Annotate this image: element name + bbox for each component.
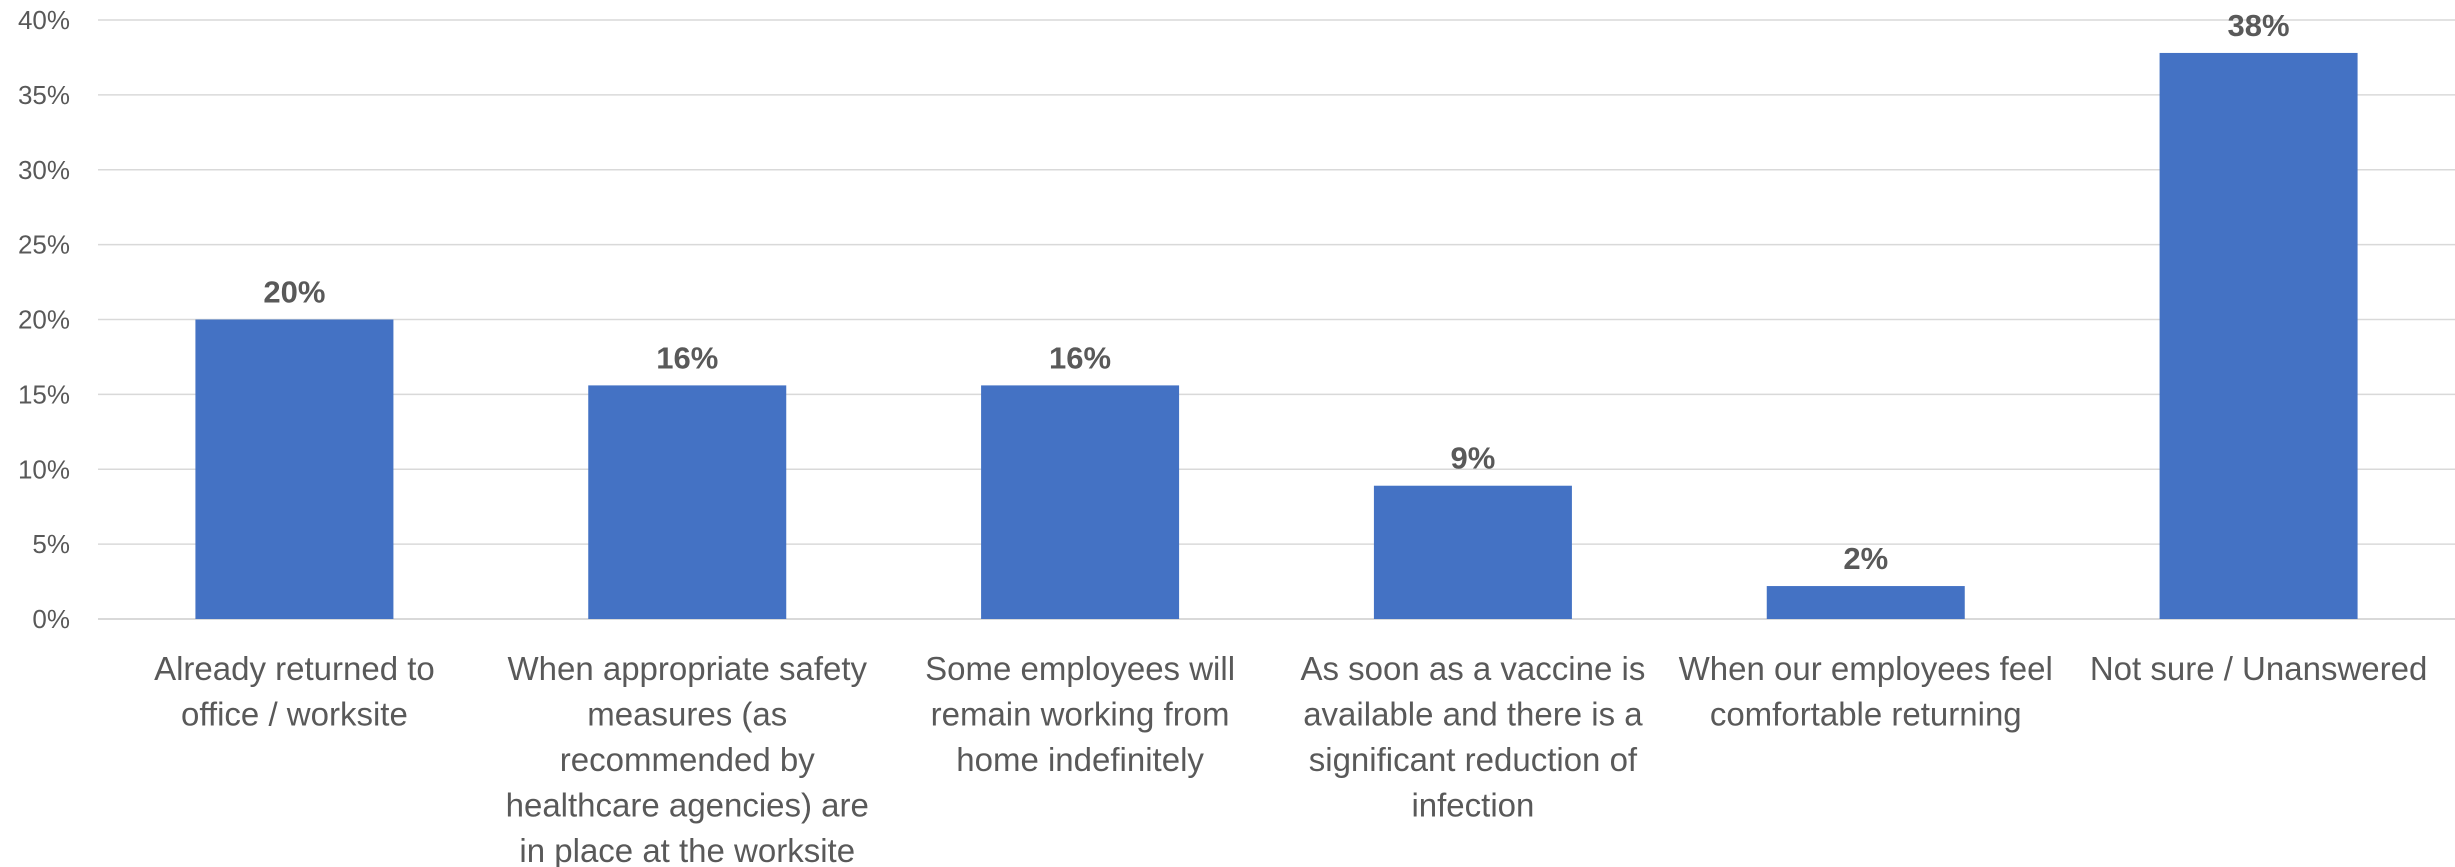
category-labels: Already returned to office / worksite When… bbox=[154, 650, 2427, 867]
gridlines bbox=[98, 20, 2455, 619]
category-label: When our employees feel comfortable retur… bbox=[1679, 650, 2053, 733]
category-label: When appropriate safety measures (as recom… bbox=[506, 650, 869, 867]
bars bbox=[195, 53, 2357, 619]
y-tick-label: 35% bbox=[18, 80, 70, 110]
data-labels: 20% 16% 16% 9% 2% 38% bbox=[263, 8, 2289, 576]
y-tick-label: 10% bbox=[18, 454, 70, 484]
bar bbox=[588, 385, 786, 619]
bar bbox=[981, 385, 1179, 619]
y-tick-label: 30% bbox=[18, 155, 70, 185]
y-tick-label: 15% bbox=[18, 379, 70, 409]
data-label: 20% bbox=[263, 275, 325, 310]
category-label: Already returned to office / worksite bbox=[154, 650, 435, 733]
data-label: 38% bbox=[2228, 8, 2290, 43]
category-label: As soon as a vaccine is available and the… bbox=[1300, 650, 1645, 824]
data-label: 2% bbox=[1843, 541, 1888, 576]
y-tick-label: 5% bbox=[32, 529, 70, 559]
y-tick-label: 25% bbox=[18, 230, 70, 260]
y-tick-label: 40% bbox=[18, 5, 70, 35]
data-label: 16% bbox=[656, 340, 718, 375]
y-tick-label: 0% bbox=[32, 604, 70, 634]
bar bbox=[1374, 486, 1572, 619]
category-label: Not sure / Unanswered bbox=[2090, 650, 2428, 687]
data-label: 9% bbox=[1451, 441, 1496, 476]
bar bbox=[1767, 586, 1965, 619]
data-label: 16% bbox=[1049, 340, 1111, 375]
bar bbox=[195, 320, 393, 620]
y-axis-tick-labels: 0% 5% 10% 15% 20% 25% 30% 35% 40% bbox=[18, 5, 70, 634]
y-tick-label: 20% bbox=[18, 305, 70, 335]
category-label: Some employees will remain working from ho… bbox=[925, 650, 1235, 778]
bar bbox=[2160, 53, 2358, 619]
